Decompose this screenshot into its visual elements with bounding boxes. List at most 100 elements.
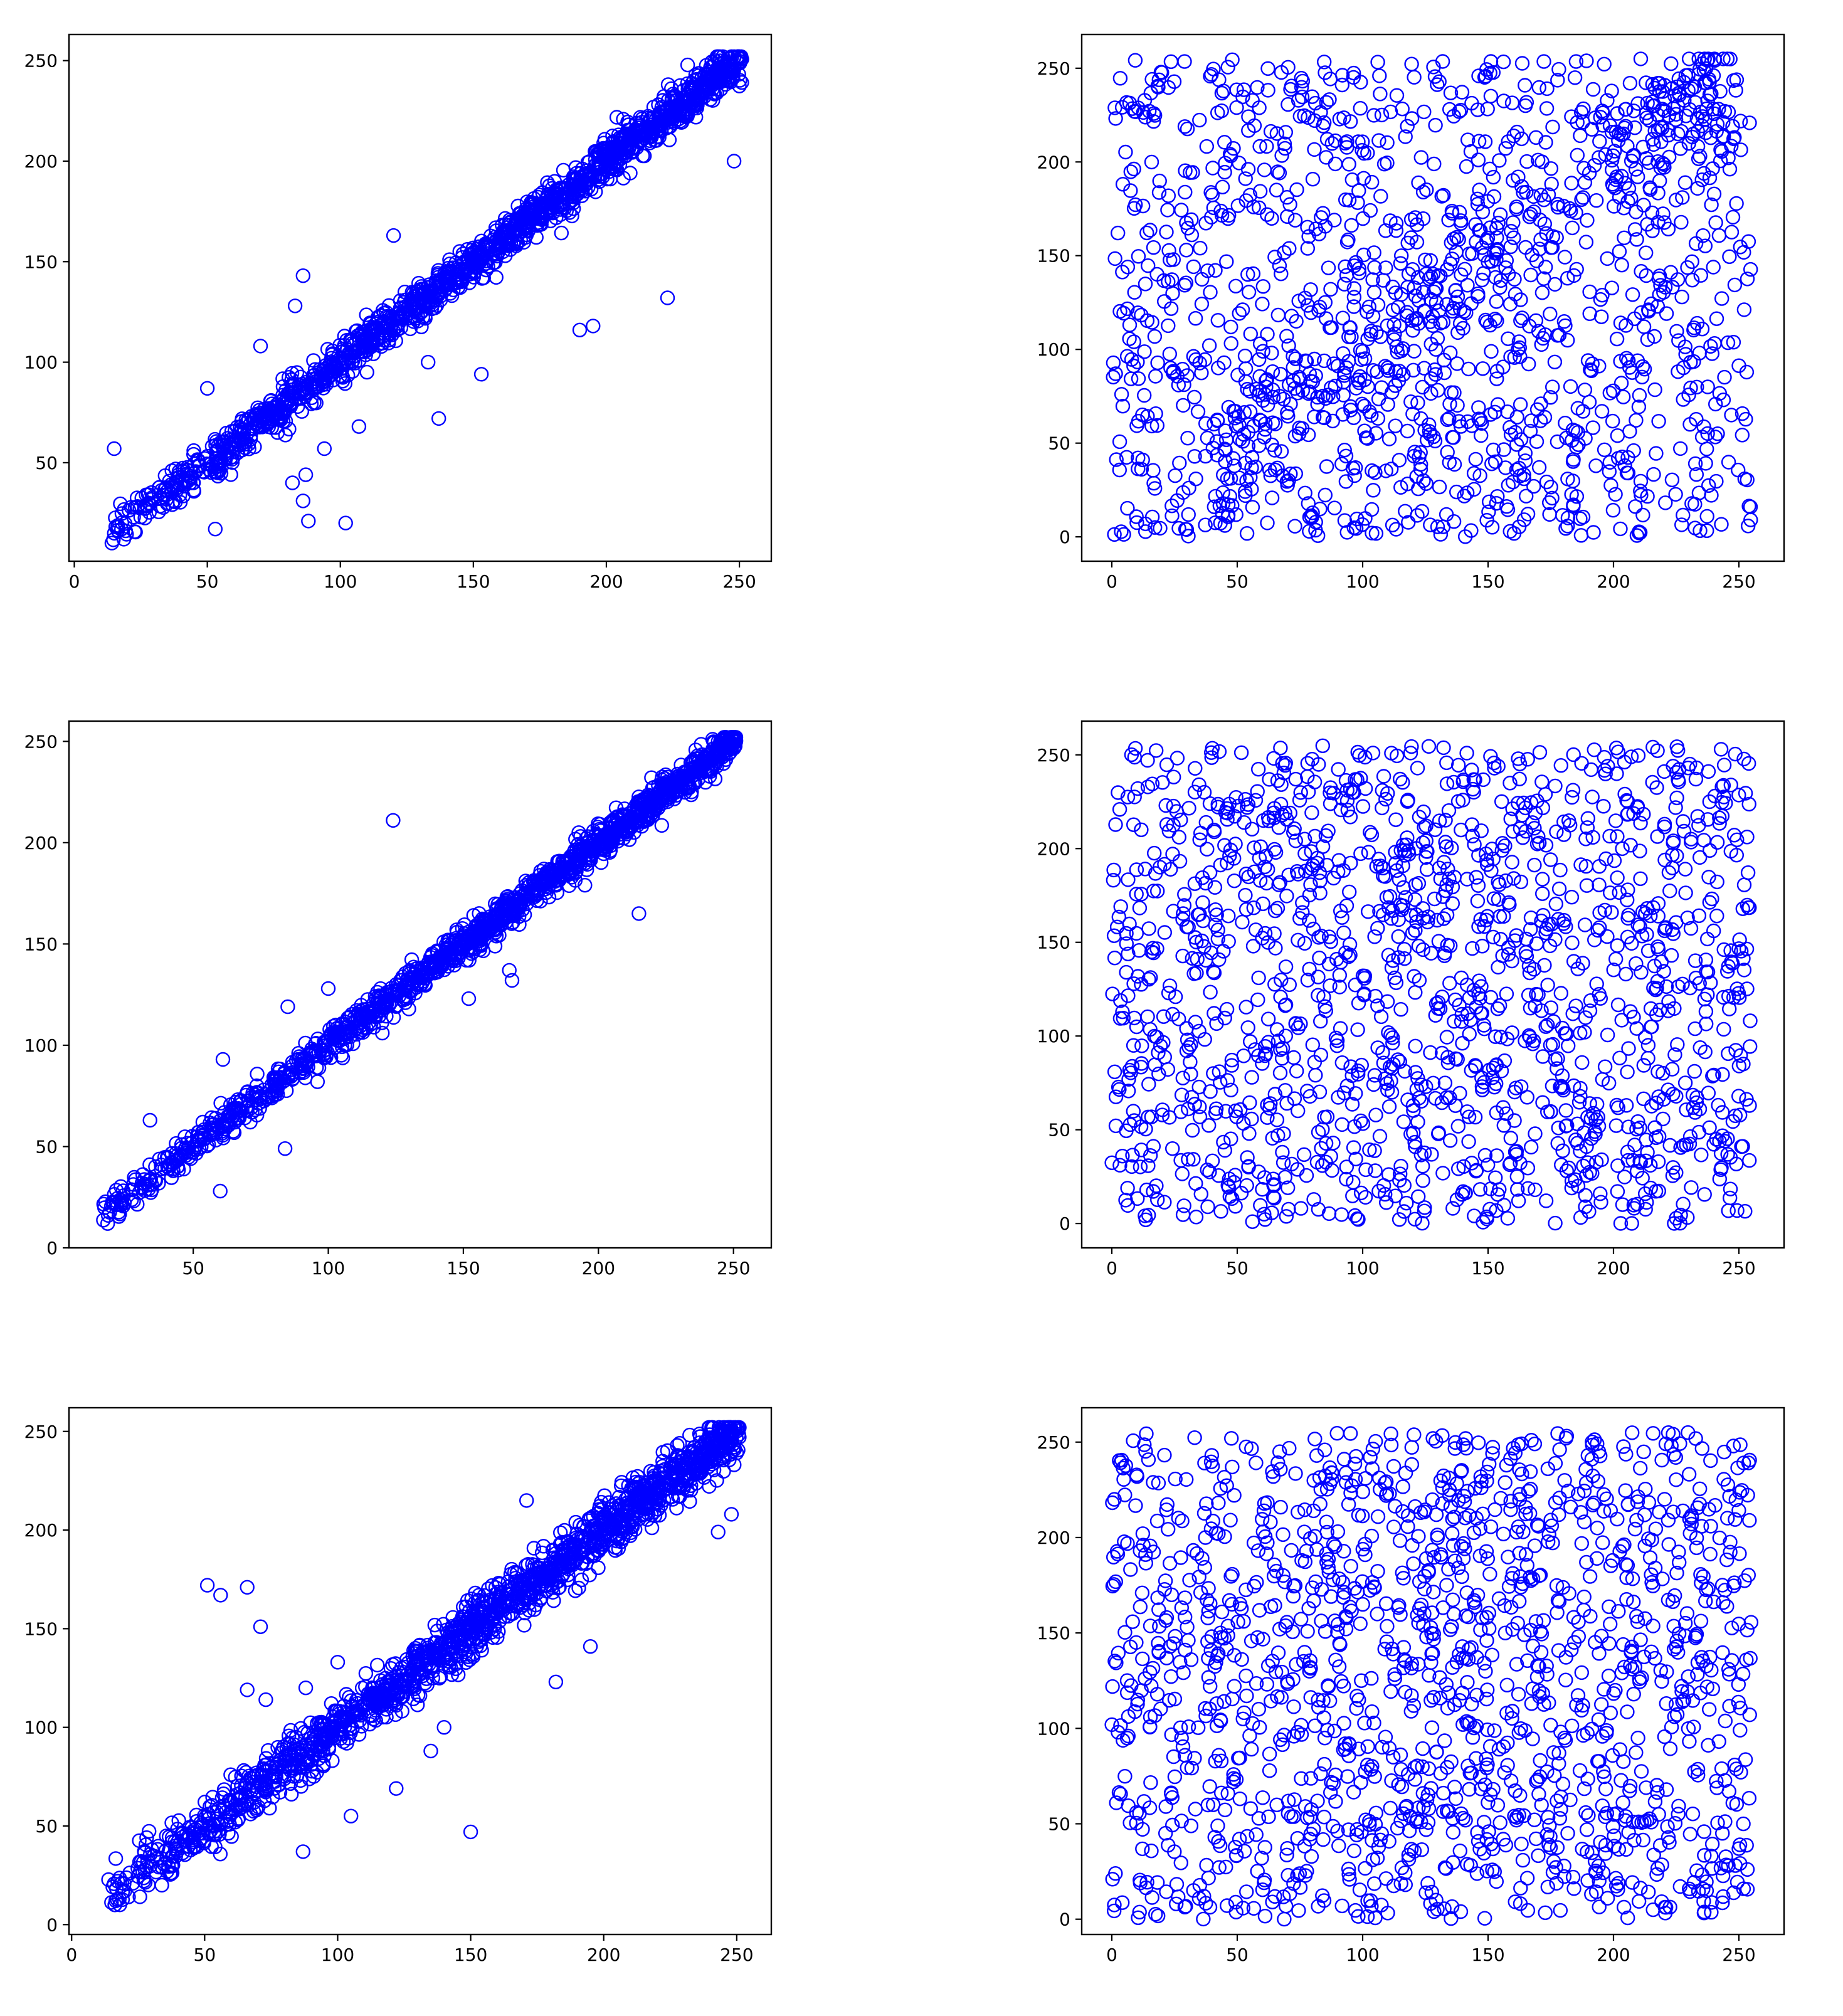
data-point [316,381,331,396]
data-point [1123,371,1139,386]
data-point [1364,502,1380,517]
data-point [586,319,601,334]
data-point [1366,483,1381,498]
data-point [1143,223,1158,238]
data-point [1622,75,1638,91]
data-point [1681,51,1697,66]
data-point [1245,500,1260,515]
data-point [107,441,122,457]
data-point [1529,434,1545,449]
data-point [462,246,477,262]
data-point [1537,409,1553,425]
data-point [1417,104,1432,120]
data-point [1178,163,1193,178]
data-point [1594,404,1610,419]
data-point [1699,509,1714,524]
data-point [1518,445,1533,461]
data-point [1407,892,1423,907]
data-point [1489,371,1504,386]
data-point [1326,356,1341,371]
data-point [1604,280,1620,295]
data-point [1307,142,1322,157]
data-point [144,490,160,505]
data-point [654,818,670,833]
data-point [295,268,310,283]
data-point [1328,156,1343,172]
data-point [1287,213,1303,228]
data-point [1727,277,1743,293]
data-point [1112,303,1127,319]
data-point [1423,517,1438,532]
data-point [1131,249,1146,264]
data-point [1232,306,1247,321]
data-point [1492,207,1508,222]
data-point [301,514,316,529]
data-point [1586,525,1601,540]
data-point [1545,119,1560,135]
data-point [421,354,436,370]
data-point [204,439,220,454]
data-point [1647,382,1662,398]
data-point [1564,176,1579,191]
data-point [1628,499,1643,514]
data-point [1168,468,1183,483]
data-point [1602,455,1618,470]
data-point [1290,1162,1305,1177]
data-point [1496,93,1511,108]
data-point [306,353,321,368]
data-point [1176,398,1191,413]
data-point [1355,211,1371,226]
data-point [195,464,211,479]
data-point [1432,479,1447,495]
data-point [410,314,425,329]
data-point [1461,1134,1476,1149]
data-point [1146,240,1161,255]
data-point [1633,51,1649,66]
y-tick-label: 0 [1059,527,1070,547]
data-point [1136,388,1152,403]
data-point [1278,959,1294,974]
data-point [1260,61,1275,77]
data-point [1400,423,1415,439]
data-point [1395,101,1410,117]
data-point [1115,399,1131,414]
data-point [1534,285,1550,300]
data-point [1273,367,1288,382]
data-point [1334,77,1350,93]
data-point [1289,182,1304,198]
data-point [1585,789,1600,805]
data-point [1148,369,1163,384]
data-point [359,307,374,322]
data-point [1393,256,1408,271]
scatter-points [1104,738,1758,1231]
data-point [1163,54,1179,70]
data-point [203,457,218,472]
data-point [554,225,569,241]
data-point [1288,833,1304,848]
data-point [1646,467,1661,482]
data-point [1370,55,1385,70]
data-point [1471,152,1486,167]
data-point [1610,1184,1625,1199]
data-point [450,270,465,285]
data-point [1239,526,1255,541]
data-point [1404,56,1419,71]
data-point [1482,161,1497,177]
data-point [1678,885,1693,900]
data-point [1708,215,1723,230]
data-point [1632,843,1647,858]
data-point [1105,986,1120,1001]
data-point [1427,156,1442,172]
data-point [1557,250,1573,265]
data-point [247,439,262,455]
data-point [1129,1019,1144,1035]
x-tick-label: 150 [457,571,490,592]
data-point [488,270,504,285]
data-point [1736,302,1752,317]
data-point [317,441,332,457]
data-point [454,273,469,288]
data-point [1533,187,1549,203]
y-tick-label: 100 [24,1035,58,1056]
